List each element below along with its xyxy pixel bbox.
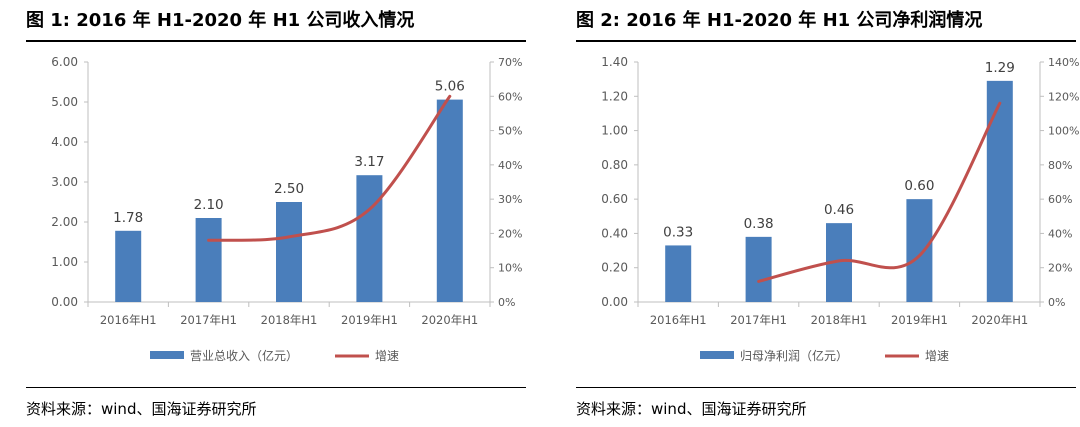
x-tick-label: 2018年H1 <box>261 313 318 327</box>
data-label: 3.17 <box>354 154 384 170</box>
growth-line <box>757 101 1002 283</box>
bar <box>115 230 142 302</box>
chart-panel-net-profit: 图 2: 2016 年 H1-2020 年 H1 公司净利润情况 0.00 0.2… <box>550 0 1080 427</box>
legend-swatch-bar <box>700 351 734 359</box>
data-label: 0.33 <box>663 224 693 240</box>
y2-tick-label: 70% <box>498 56 522 69</box>
chart-panel-revenue: 图 1: 2016 年 H1-2020 年 H1 公司收入情况 0.00 1.00… <box>0 0 530 427</box>
legend-label: 增速 <box>925 349 949 363</box>
x-tick-label: 2019年H1 <box>891 313 948 327</box>
y2-tick-label: 10% <box>498 262 522 275</box>
y2-tick-label: 120% <box>1048 90 1079 103</box>
y2-tick-label: 60% <box>1048 193 1072 206</box>
growth-line <box>207 94 452 242</box>
x-tick-label: 2016年H1 <box>650 313 707 327</box>
title-divider <box>576 40 1076 42</box>
legend-label: 归母净利润（亿元） <box>740 348 848 363</box>
source-divider <box>576 387 1076 388</box>
x-tick-label: 2017年H1 <box>730 313 787 327</box>
y-tick-label: 0.20 <box>601 261 628 275</box>
y2-tick-label: 80% <box>1048 159 1072 172</box>
bar <box>906 199 933 302</box>
bar <box>436 99 463 302</box>
y-tick-label: 0.00 <box>601 295 628 309</box>
y-tick-label: 0.60 <box>601 192 628 206</box>
title-divider <box>26 40 526 42</box>
y-tick-label: 1.00 <box>601 124 628 138</box>
data-label: 1.78 <box>113 210 143 226</box>
y2-tick-label: 60% <box>498 90 522 103</box>
chart-title: 图 1: 2016 年 H1-2020 年 H1 公司收入情况 <box>26 10 415 31</box>
y2-tick-label: 20% <box>1048 262 1072 275</box>
bar <box>665 245 692 302</box>
bar <box>276 202 302 302</box>
data-label: 2.50 <box>274 181 304 197</box>
y-tick-label: 1.00 <box>51 255 78 269</box>
x-tick-label: 2020年H1 <box>971 313 1028 327</box>
y2-tick-label: 40% <box>498 159 522 172</box>
y2-tick-label: 30% <box>498 193 522 206</box>
source-note: 资料来源：wind、国海证券研究所 <box>576 400 807 418</box>
y2-tick-label: 20% <box>498 227 522 240</box>
y-tick-label: 1.20 <box>601 89 628 103</box>
y2-tick-label: 0% <box>498 296 515 309</box>
data-label: 5.06 <box>435 79 465 95</box>
y-tick-label: 0.00 <box>51 295 78 309</box>
y2-tick-label: 50% <box>498 125 522 138</box>
y-tick-label: 0.40 <box>601 226 628 240</box>
revenue-chart: 0.00 1.00 2.00 3.00 4.00 5.00 6.00 0% 10% 20% 30% 4… <box>51 55 522 363</box>
y-tick-label: 6.00 <box>51 55 78 69</box>
y-tick-label: 5.00 <box>51 95 78 109</box>
data-label: 0.38 <box>744 216 774 232</box>
source-note: 资料来源：wind、国海证券研究所 <box>26 400 257 418</box>
bar <box>195 218 222 302</box>
y-tick-label: 1.40 <box>601 55 628 69</box>
net-profit-chart: 0.00 0.20 0.40 0.60 0.80 1.00 1.20 1.40 0% 20% 40%… <box>601 55 1079 363</box>
legend-label: 营业总收入（亿元） <box>190 348 298 363</box>
y-tick-label: 0.80 <box>601 158 628 172</box>
data-label: 1.29 <box>985 60 1015 76</box>
bar <box>745 236 772 302</box>
x-tick-label: 2018年H1 <box>811 313 868 327</box>
legend-swatch-bar <box>150 351 184 359</box>
data-label: 0.60 <box>904 178 934 194</box>
x-tick-label: 2020年H1 <box>421 313 478 327</box>
x-tick-label: 2017年H1 <box>180 313 237 327</box>
bar <box>356 175 383 302</box>
y2-tick-label: 0% <box>1048 296 1065 309</box>
data-label: 0.46 <box>824 202 854 218</box>
y-tick-label: 3.00 <box>51 175 78 189</box>
y2-tick-label: 140% <box>1048 56 1079 69</box>
y-tick-label: 2.00 <box>51 215 78 229</box>
bar <box>986 80 1013 302</box>
y2-tick-label: 100% <box>1048 125 1079 138</box>
chart-title: 图 2: 2016 年 H1-2020 年 H1 公司净利润情况 <box>576 10 983 31</box>
x-tick-label: 2016年H1 <box>100 313 157 327</box>
y-tick-label: 4.00 <box>51 135 78 149</box>
x-tick-label: 2019年H1 <box>341 313 398 327</box>
data-label: 2.10 <box>194 197 224 213</box>
source-divider <box>26 387 526 388</box>
y2-tick-label: 40% <box>1048 227 1072 240</box>
legend-label: 增速 <box>375 349 399 363</box>
